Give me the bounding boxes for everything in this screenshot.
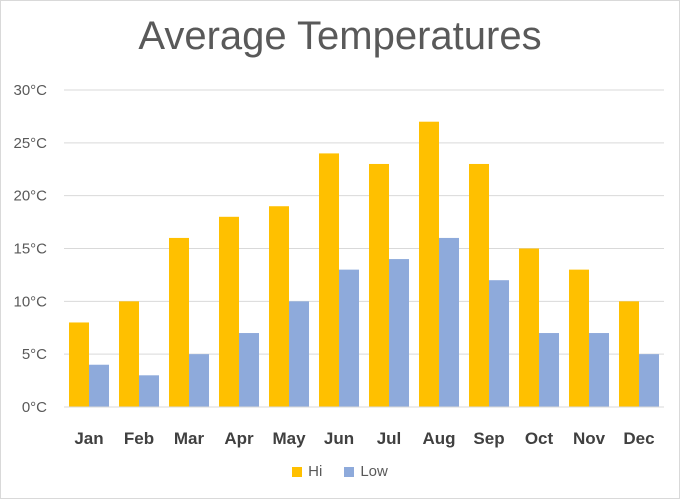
- bar-low-sep: [489, 280, 509, 407]
- bar-low-feb: [139, 375, 159, 407]
- bar-low-dec: [639, 354, 659, 407]
- chart-title: Average Temperatures: [138, 14, 542, 58]
- bar-low-aug: [439, 237, 459, 407]
- x-category-label: Jun: [324, 429, 354, 448]
- bar-low-jul: [389, 259, 409, 407]
- bar-low-jun: [339, 269, 359, 407]
- x-category-label: Sep: [473, 429, 504, 448]
- y-tick-label: 20°C: [13, 188, 47, 205]
- legend-swatch-low: [344, 466, 355, 477]
- legend-label-low: Low: [360, 463, 388, 480]
- bar-low-apr: [239, 333, 259, 407]
- x-category-label: Oct: [525, 429, 554, 448]
- x-category-label: Apr: [224, 429, 254, 448]
- bar-hi-dec: [619, 301, 639, 407]
- y-tick-label: 10°C: [13, 293, 47, 310]
- bar-hi-jul: [369, 163, 389, 407]
- x-category-label: Feb: [124, 429, 154, 448]
- x-category-label: Aug: [422, 429, 455, 448]
- y-tick-label: 30°C: [13, 82, 47, 99]
- x-category-label: Jul: [377, 429, 402, 448]
- bar-hi-mar: [169, 237, 189, 407]
- legend-item-low: Low: [344, 463, 388, 480]
- y-tick-label: 15°C: [13, 241, 47, 258]
- legend-item-hi: Hi: [292, 463, 322, 480]
- legend-swatch-hi: [292, 466, 303, 477]
- bar-hi-aug: [419, 121, 439, 407]
- legend: Hi Low: [0, 463, 680, 480]
- x-category-label: Mar: [174, 429, 205, 448]
- bar-hi-feb: [119, 301, 139, 407]
- x-category-label: May: [272, 429, 306, 448]
- y-tick-label: 5°C: [22, 346, 47, 363]
- bar-low-mar: [189, 354, 209, 407]
- legend-label-hi: Hi: [308, 463, 323, 480]
- x-category-label: Nov: [573, 429, 606, 448]
- bar-hi-nov: [569, 269, 589, 407]
- bar-hi-jun: [319, 153, 339, 407]
- bar-hi-apr: [219, 216, 239, 407]
- bar-hi-sep: [469, 163, 489, 407]
- y-tick-label: 25°C: [13, 135, 47, 152]
- bar-low-oct: [539, 333, 559, 407]
- bar-low-jan: [89, 364, 109, 407]
- x-category-label: Jan: [74, 429, 103, 448]
- bar-hi-may: [269, 206, 289, 407]
- bar-hi-oct: [519, 248, 539, 407]
- bar-low-may: [289, 301, 309, 407]
- bar-hi-jan: [69, 322, 89, 407]
- bar-low-nov: [589, 333, 609, 407]
- x-category-label: Dec: [623, 429, 654, 448]
- y-tick-label: 0°C: [22, 399, 47, 416]
